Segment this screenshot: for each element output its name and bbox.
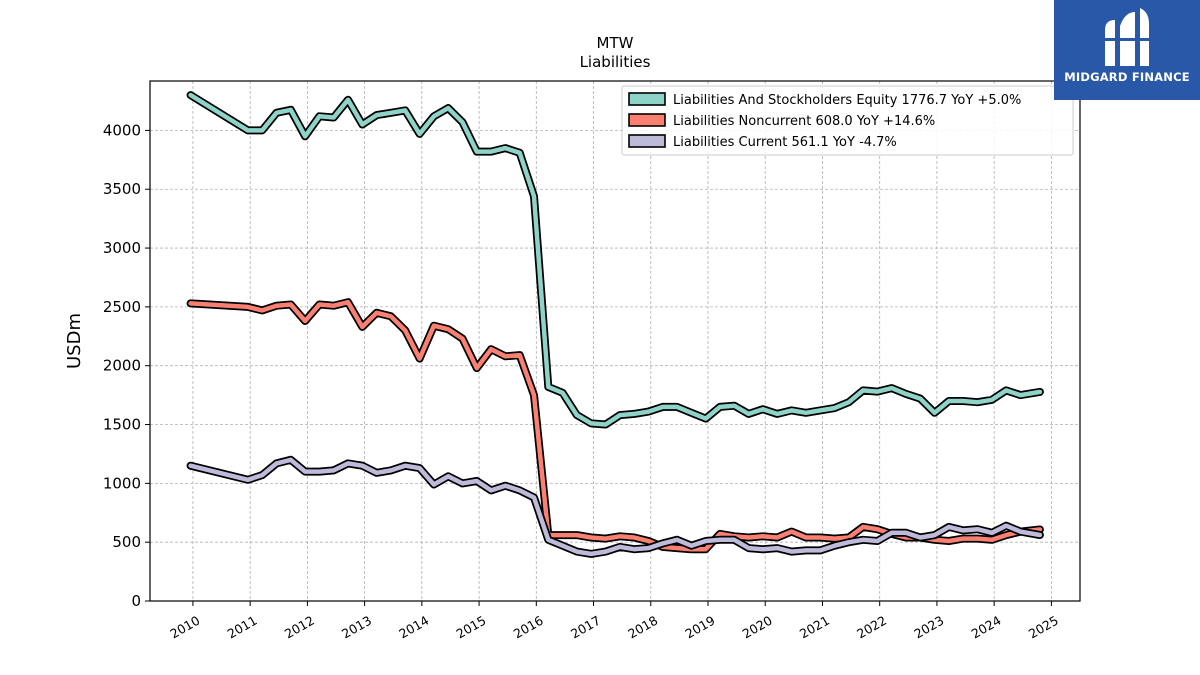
legend: Liabilities And Stockholders Equity 1776…: [621, 85, 1074, 156]
legend-swatch: [628, 92, 666, 106]
x-tick-label: 2023: [911, 613, 946, 642]
x-axis: 2010 2011 2012 2013 2014 2015 2016 2017 2018 2019…: [167, 601, 1061, 642]
series-line-outline: [186, 298, 1044, 554]
y-tick-label: 1500: [103, 416, 141, 434]
x-tick-label: 2011: [225, 613, 260, 642]
x-tick-label: 2016: [511, 613, 546, 642]
series-line: [188, 299, 1043, 552]
series-line: [188, 457, 1043, 557]
legend-swatch: [628, 113, 666, 127]
x-tick-label: 2021: [797, 613, 832, 642]
x-tick-label: 2019: [682, 613, 717, 642]
legend-label: Liabilities Current 561.1 YoY -4.7%: [673, 135, 897, 150]
series-0: [186, 91, 1044, 429]
x-tick-label: 2024: [969, 613, 1004, 642]
y-tick-label: 500: [112, 533, 141, 551]
y-tick-label: 2500: [103, 298, 141, 316]
plot-frame: [149, 80, 1081, 602]
y-tick-label: 3000: [103, 239, 141, 257]
series-layer: [186, 91, 1044, 558]
y-axis-label: USDm: [64, 313, 85, 369]
brand-logo: MIDGARD FINANCE: [1054, 0, 1200, 100]
x-tick-label: 2015: [454, 613, 489, 642]
x-tick-label: 2017: [568, 613, 603, 642]
series-line: [188, 92, 1043, 427]
y-tick-label: 1000: [103, 474, 141, 492]
x-tick-label: 2013: [339, 613, 374, 642]
y-tick-label: 4000: [103, 121, 141, 139]
logo-text: MIDGARD FINANCE: [1064, 70, 1190, 84]
x-tick-label: 2010: [167, 613, 202, 642]
series-1: [186, 298, 1044, 554]
legend-swatch: [628, 134, 666, 148]
grid: [150, 81, 1080, 602]
x-tick-label: 2018: [625, 613, 660, 642]
x-tick-label: 2014: [396, 613, 431, 642]
legend-box: [621, 85, 1074, 156]
x-tick-label: 2012: [282, 613, 317, 642]
chart-subtitle: Liabilities: [580, 53, 651, 71]
y-axis: 0 500 1000 1500 2000 2500 3000 3500 4000: [103, 121, 150, 610]
x-tick-label: 2020: [740, 613, 775, 642]
stylized-m-icon: [1103, 8, 1151, 66]
y-tick-label: 0: [131, 592, 141, 610]
y-tick-label: 3500: [103, 180, 141, 198]
y-tick-label: 2000: [103, 357, 141, 375]
legend-label: Liabilities And Stockholders Equity 1776…: [673, 93, 1021, 108]
chart-title: MTW: [597, 34, 634, 52]
x-tick-label: 2022: [854, 613, 889, 642]
x-tick-label: 2025: [1026, 613, 1061, 642]
series-2: [186, 455, 1044, 558]
legend-label: Liabilities Noncurrent 608.0 YoY +14.6%: [673, 114, 935, 129]
